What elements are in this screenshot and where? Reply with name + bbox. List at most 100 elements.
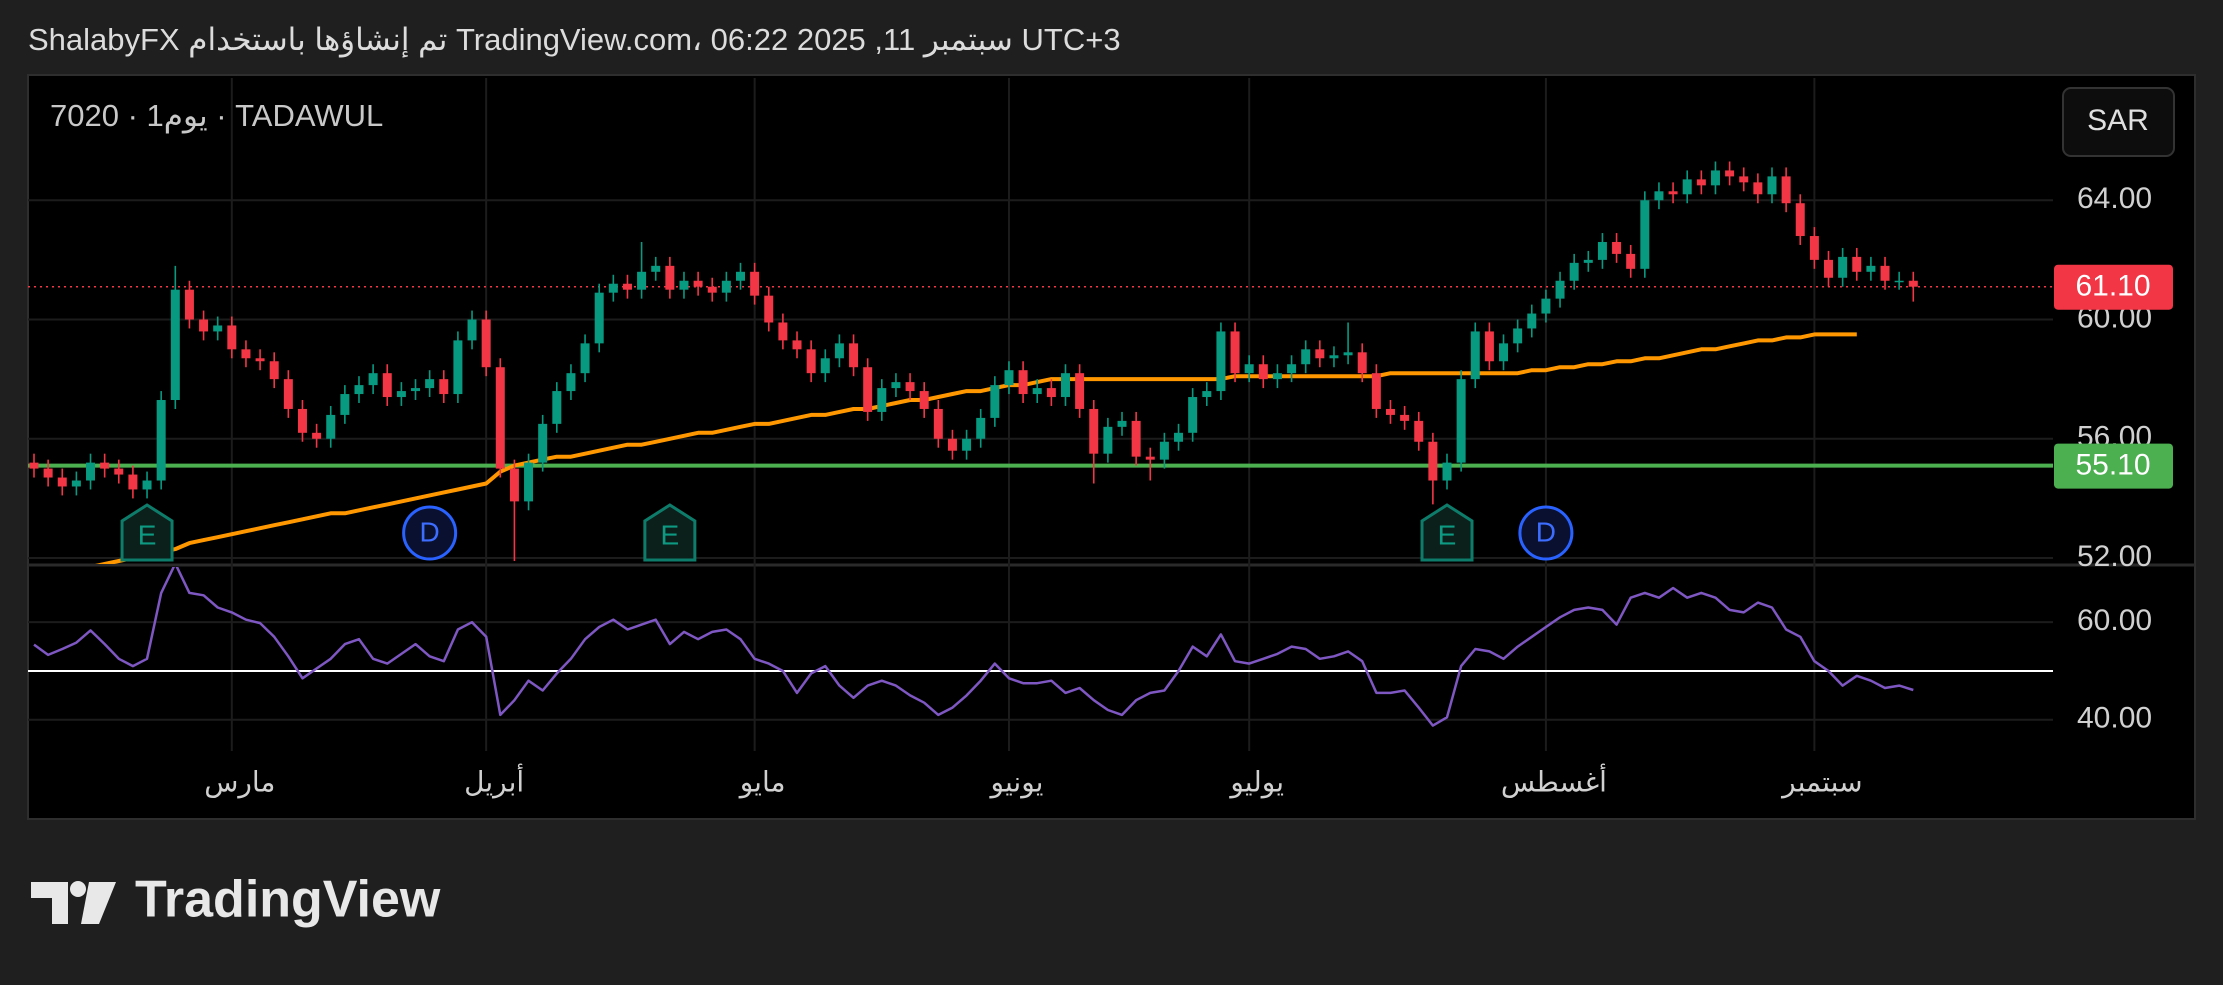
rsi-line [33, 567, 1914, 727]
event-label[interactable]: D [420, 516, 440, 547]
candle-body [156, 400, 166, 481]
dividend-badge[interactable] [1518, 505, 1574, 561]
candle-body [509, 468, 519, 502]
candle-body [340, 394, 350, 415]
candle-body [1456, 379, 1466, 463]
candle-body [637, 271, 647, 290]
currency-button[interactable] [2062, 87, 2175, 157]
candle-body [1414, 420, 1424, 442]
candle-body [326, 414, 336, 439]
candle-body [1583, 259, 1593, 263]
candle-body [128, 474, 138, 490]
candle-body [651, 265, 661, 272]
earnings-badge[interactable] [1420, 503, 1474, 562]
candle-body [1103, 426, 1113, 454]
axes: مارس أبريل مايو يونيو يوليو أغسطس سبتمبر 52.00 5… [204, 182, 2173, 798]
candle-body [1484, 331, 1494, 362]
candle-body [411, 388, 421, 392]
x-tick-label: سبتمبر [1780, 766, 1862, 798]
candle-body [608, 283, 618, 293]
candle-body [1795, 203, 1805, 237]
candle-body [834, 343, 844, 359]
candle-body [820, 358, 830, 374]
event-label[interactable]: E [138, 519, 157, 550]
candle-body [1470, 331, 1480, 380]
candle-body [1626, 253, 1636, 269]
candle-body [679, 280, 689, 290]
rsi-pane [28, 567, 2053, 727]
candle-body [1880, 265, 1890, 281]
candle-body [806, 349, 816, 374]
candle-body [170, 289, 180, 401]
candle-body [1809, 236, 1819, 260]
event-marker[interactable]: E [120, 503, 174, 562]
candle-body [693, 280, 703, 287]
candle-body [1400, 414, 1410, 421]
candle-body [1075, 373, 1085, 409]
candle-body [1682, 179, 1692, 195]
event-marker[interactable]: D [1518, 505, 1574, 561]
event-label[interactable]: E [661, 519, 680, 550]
event-marker[interactable]: D [402, 505, 458, 561]
earnings-badge[interactable] [643, 503, 697, 562]
candle-body [1131, 420, 1141, 457]
candle-body [863, 367, 873, 412]
candle-body [1569, 262, 1579, 281]
candle-body [396, 391, 406, 398]
x-tick-label: مارس [204, 766, 275, 798]
candle-body [580, 343, 590, 374]
event-label[interactable]: D [1536, 516, 1556, 547]
candle-body [1145, 456, 1155, 460]
logo-shape [81, 882, 116, 924]
earnings-badge[interactable] [120, 503, 174, 562]
candle-body [227, 325, 237, 350]
candle-body [1852, 256, 1862, 272]
candle-body [1060, 373, 1070, 398]
candle-body [184, 289, 194, 320]
x-tick-label: أبريل [464, 762, 524, 798]
candle-body [100, 462, 110, 469]
candle-body [962, 438, 972, 451]
candle-body [1725, 170, 1735, 177]
candle-body [1046, 388, 1056, 398]
candle-body [1866, 265, 1876, 272]
candle-body [1371, 373, 1381, 409]
candle-body [1357, 352, 1367, 374]
candle-body [947, 438, 957, 451]
x-tick-label: يونيو [988, 766, 1043, 798]
candle-body [538, 423, 548, 463]
candle-body [1668, 191, 1678, 195]
price-tag [2054, 264, 2173, 310]
candle-body [312, 432, 322, 439]
event-marker[interactable]: E [643, 503, 697, 562]
event-marker[interactable]: E [1420, 503, 1474, 562]
candle-body [1315, 349, 1325, 359]
dividend-badge[interactable] [402, 505, 458, 561]
candle-body [1216, 331, 1226, 392]
candle-body [919, 391, 929, 409]
candle-body [255, 358, 265, 362]
candle-body [976, 417, 986, 439]
candle-body [467, 319, 477, 341]
candle-body [1908, 280, 1918, 287]
candle-body [213, 325, 223, 332]
candle-body [297, 408, 307, 433]
price-tag [2054, 443, 2173, 489]
event-label[interactable]: E [1438, 519, 1457, 550]
candle-body [933, 408, 943, 439]
candle-body [1767, 176, 1777, 195]
currency-label[interactable]: SAR [2087, 104, 2149, 137]
candle-body [1244, 364, 1254, 374]
logo-icon [31, 881, 116, 924]
candle-body [1753, 182, 1763, 195]
candle-body [1385, 408, 1395, 415]
candle-body [1640, 200, 1650, 269]
header-text: ShalabyFX تم إنشاؤها باستخدام TradingVie… [28, 22, 1121, 58]
x-tick-label: يوليو [1228, 766, 1284, 798]
candle-body [114, 468, 124, 475]
candle-body [849, 343, 859, 368]
price-tag-label: 61.10 [2075, 270, 2150, 303]
candle-body [778, 322, 788, 341]
candle-body [1654, 191, 1664, 201]
